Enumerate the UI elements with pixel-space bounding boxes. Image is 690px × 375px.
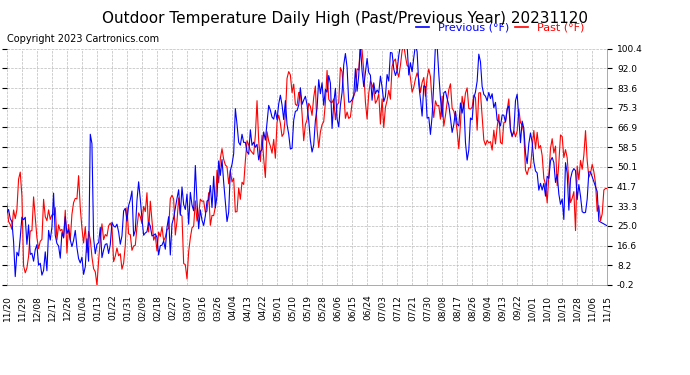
Legend: Previous (°F), Past (°F): Previous (°F), Past (°F) bbox=[412, 18, 589, 37]
Text: Outdoor Temperature Daily High (Past/Previous Year) 20231120: Outdoor Temperature Daily High (Past/Pre… bbox=[102, 11, 588, 26]
Text: Copyright 2023 Cartronics.com: Copyright 2023 Cartronics.com bbox=[7, 34, 159, 44]
